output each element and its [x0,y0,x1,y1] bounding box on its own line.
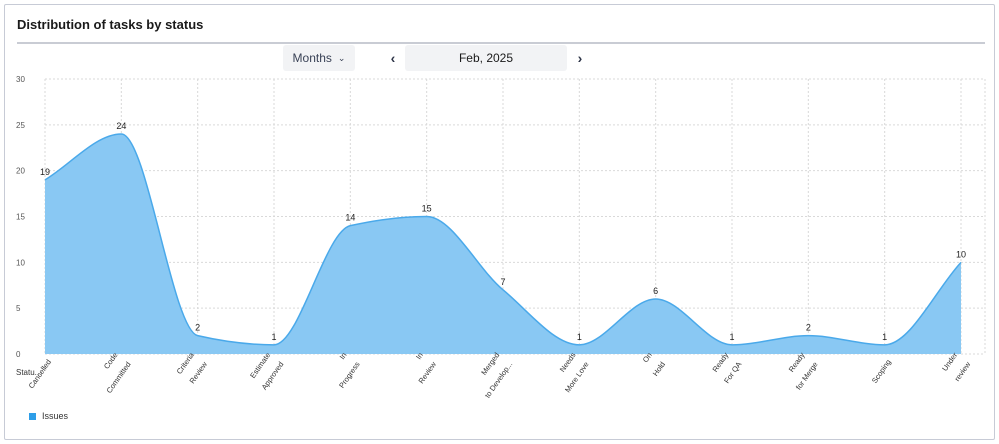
prev-period-button[interactable]: ‹ [386,48,400,68]
chevron-right-icon: › [577,50,583,66]
svg-text:Review: Review [188,360,210,386]
next-period-button[interactable]: › [573,48,587,68]
current-date-label: Feb, 2025 [458,51,514,65]
svg-text:7: 7 [500,277,505,287]
chart-legend[interactable]: Issues [29,411,68,421]
svg-text:1: 1 [729,332,734,342]
svg-text:1: 1 [882,332,887,342]
svg-text:Progress: Progress [337,360,362,390]
svg-text:10: 10 [16,258,25,267]
period-select[interactable]: Months ⌄ [283,45,355,71]
x-axis-title: Statu... [16,368,41,377]
svg-text:10: 10 [956,249,966,259]
svg-text:1: 1 [271,332,276,342]
issues-line [44,133,962,346]
svg-text:14: 14 [345,213,355,223]
svg-text:1: 1 [577,332,582,342]
svg-text:Scoping: Scoping [870,358,893,385]
svg-text:Review: Review [417,360,439,386]
period-select-label: Months [292,51,332,65]
legend-swatch-issues [29,412,36,420]
svg-text:review: review [953,360,973,383]
svg-text:Hold: Hold [651,360,667,378]
legend-label-issues: Issues [42,411,69,421]
svg-text:30: 30 [16,75,25,84]
svg-text:6: 6 [653,286,658,296]
chart-card: Distribution of tasks by status [4,4,995,440]
chevron-down-icon: ⌄ [337,52,346,63]
svg-text:For QA: For QA [722,360,743,385]
svg-text:15: 15 [422,204,432,214]
svg-text:24: 24 [116,121,126,131]
title-divider [17,42,985,44]
svg-text:In: In [414,351,425,361]
data-labels: 19 24 2 1 14 15 7 1 6 1 2 1 10 [40,121,966,342]
svg-text:25: 25 [16,121,25,130]
chevron-left-icon: ‹ [390,50,396,66]
svg-text:5: 5 [16,304,21,313]
svg-text:2: 2 [195,323,200,333]
svg-text:20: 20 [16,167,25,176]
svg-text:15: 15 [16,213,25,222]
chart-title: Distribution of tasks by status [17,17,204,32]
svg-text:2: 2 [806,323,811,333]
y-axis: 0 5 10 15 20 25 30 [16,75,25,359]
svg-text:Needs: Needs [558,351,578,374]
svg-text:19: 19 [40,167,50,177]
current-date-display: Feb, 2025 [405,45,567,71]
svg-text:In: In [338,351,349,361]
svg-text:0: 0 [16,350,21,359]
